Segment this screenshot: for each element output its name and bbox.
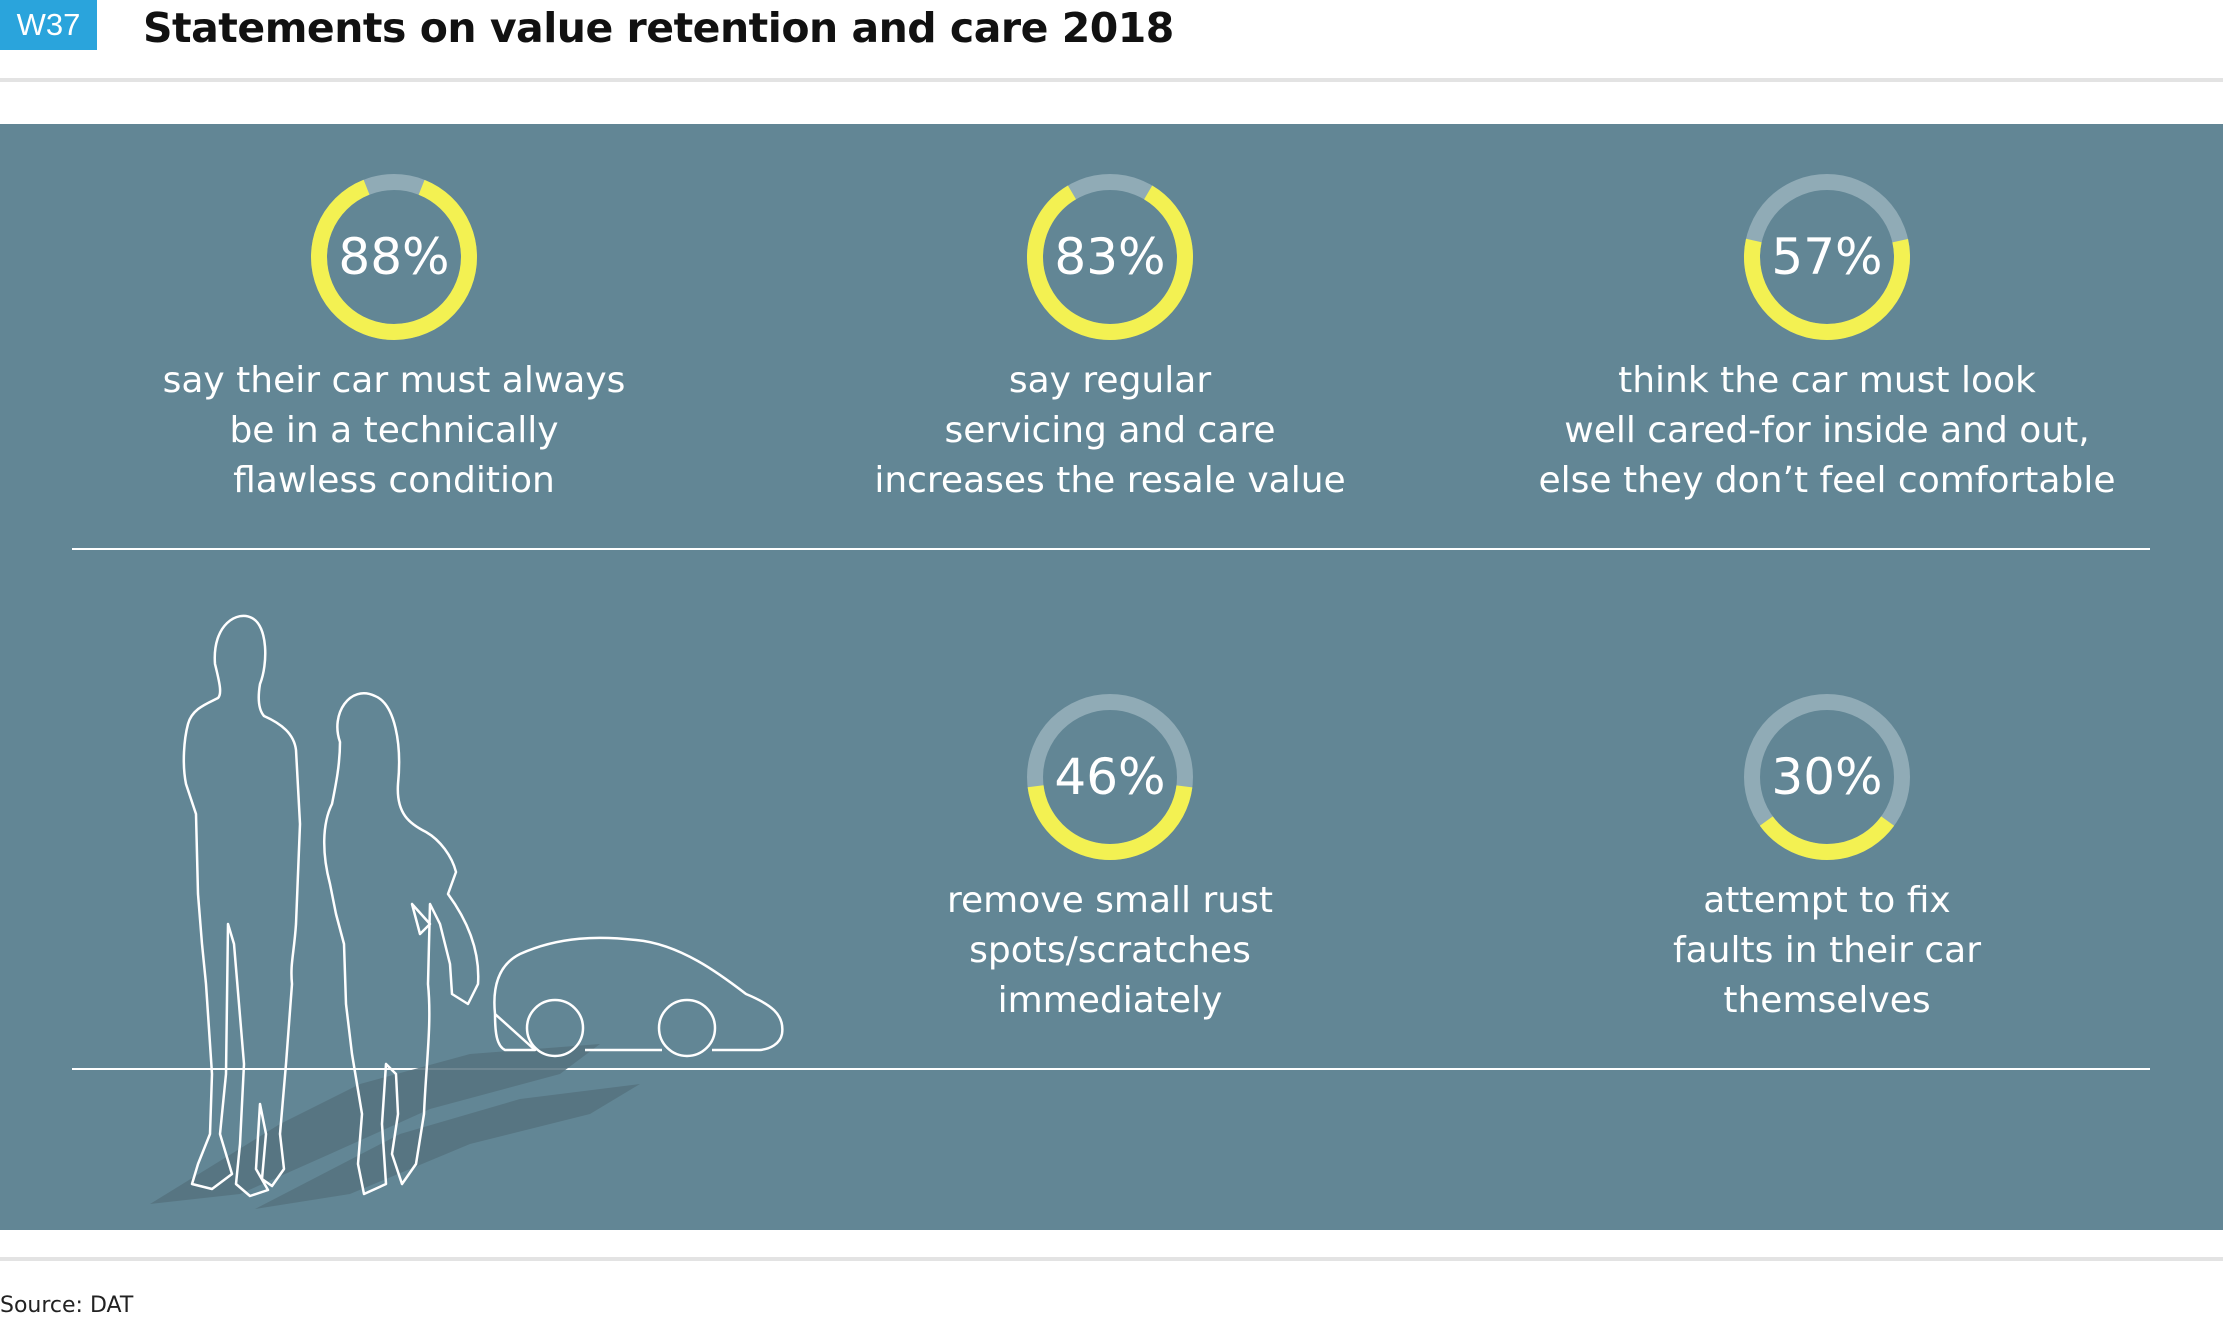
stat-block: 57% think the car must look well cared-f…	[1507, 172, 2147, 506]
woman-outline	[323, 692, 480, 1196]
percentage-label: 57%	[1771, 228, 1883, 286]
source-note: Source: DAT	[0, 1293, 134, 1318]
caption-line: servicing and care	[944, 410, 1276, 451]
stat-caption: say their car must always be in a techni…	[163, 356, 626, 506]
caption-line: else they don’t feel comfortable	[1538, 460, 2116, 501]
row-divider-top	[72, 548, 2150, 550]
stat-caption: remove small rust spots/scratches immedi…	[947, 876, 1273, 1026]
car-outline	[493, 936, 784, 1058]
donut-fill-arc	[1027, 174, 1193, 340]
caption-line: faults in their car	[1672, 930, 1982, 971]
donut-chart: 88%	[309, 172, 479, 342]
bottom-rule	[0, 1257, 2223, 1261]
caption-line: say their car must always	[162, 360, 626, 401]
caption-line: themselves	[1723, 980, 1931, 1021]
donut-chart: 83%	[1025, 172, 1195, 342]
percentage-label: 30%	[1771, 748, 1883, 806]
infographic-panel: 88% say their car must always be in a te…	[0, 124, 2223, 1230]
stat-caption: think the car must look well cared-for i…	[1538, 356, 2115, 506]
donut-fill-arc	[311, 174, 477, 340]
caption-line: flawless condition	[233, 460, 555, 501]
donut-fill-arc	[1744, 694, 1910, 860]
figure-badge: W37	[0, 0, 97, 50]
percentage-label: 46%	[1054, 748, 1166, 806]
top-rule	[0, 78, 2223, 82]
caption-line: attempt to fix	[1703, 880, 1951, 921]
caption-line: increases the resale value	[874, 460, 1346, 501]
row-divider-bottom	[72, 1068, 2150, 1070]
donut-chart: 30%	[1742, 692, 1912, 862]
caption-line: remove small rust	[947, 880, 1273, 921]
stat-block: 46% remove small rust spots/scratches im…	[790, 692, 1430, 1026]
couple-and-car-illustration	[150, 614, 784, 1209]
caption-line: say regular	[1008, 360, 1212, 401]
caption-line: be in a technically	[229, 410, 559, 451]
stat-block: 83% say regular servicing and care incre…	[790, 172, 1430, 506]
donut-chart: 57%	[1742, 172, 1912, 342]
stat-block: 30% attempt to fix faults in their car t…	[1507, 692, 2147, 1026]
caption-line: well cared-for inside and out,	[1564, 410, 2090, 451]
caption-line: immediately	[997, 980, 1223, 1021]
donut-chart: 46%	[1025, 692, 1195, 862]
percentage-label: 83%	[1054, 228, 1166, 286]
percentage-label: 88%	[338, 228, 450, 286]
stat-caption: say regular servicing and care increases…	[874, 356, 1345, 506]
chart-title: Statements on value retention and care 2…	[143, 4, 1174, 52]
caption-line: think the car must look	[1618, 360, 2036, 401]
caption-line: spots/scratches	[969, 930, 1251, 971]
stat-caption: attempt to fix faults in their car thems…	[1673, 876, 1981, 1026]
man-outline	[182, 614, 302, 1198]
stat-block: 88% say their car must always be in a te…	[74, 172, 714, 506]
